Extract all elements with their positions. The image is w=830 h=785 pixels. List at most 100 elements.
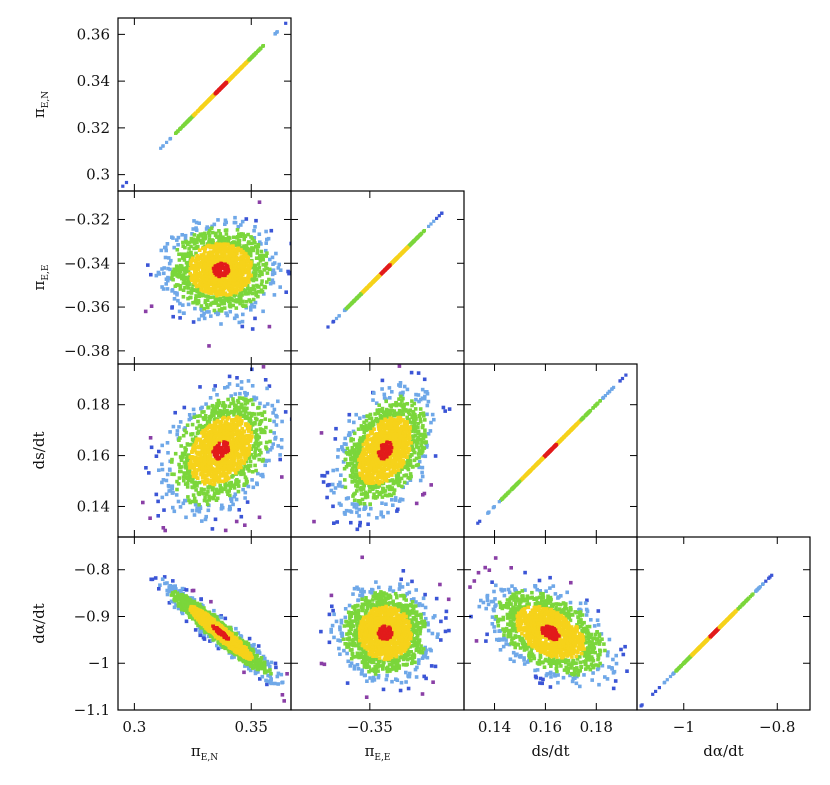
sample-point [191, 485, 195, 490]
sample-point [160, 480, 164, 485]
sample-point [226, 492, 230, 496]
sample-point [422, 396, 427, 401]
sample-point [421, 454, 425, 458]
sample-point [182, 452, 186, 457]
sample-point [224, 80, 229, 85]
sample-point [216, 480, 221, 484]
sample-point [233, 243, 238, 247]
sample-point [229, 423, 234, 428]
sample-point [380, 387, 384, 391]
sample-point [229, 394, 233, 398]
sample-point [263, 378, 268, 382]
sample-point [243, 523, 247, 527]
y-tick-label: 0.32 [77, 119, 110, 137]
sample-point [218, 87, 222, 91]
sample-point [358, 447, 362, 452]
sample-point [410, 445, 415, 450]
sample-point [332, 490, 336, 495]
sample-point [287, 271, 291, 276]
sample-point [241, 265, 246, 270]
sample-point [206, 294, 210, 299]
sample-point [166, 451, 170, 455]
sample-point [218, 232, 222, 236]
sample-point [169, 258, 173, 263]
sample-point [214, 446, 218, 450]
sample-point [200, 292, 205, 297]
sample-point [202, 410, 206, 414]
y-tick-label: 0.16 [77, 447, 110, 465]
sample-point [232, 486, 237, 490]
sample-point [279, 438, 284, 442]
sample-point [251, 455, 256, 459]
sample-point [276, 266, 281, 270]
sample-point [198, 385, 202, 389]
sample-point [387, 264, 391, 268]
panel-piEN-vs-piEN [117, 17, 292, 192]
sample-point [259, 473, 263, 477]
sample-point [392, 491, 396, 496]
sample-point [198, 107, 202, 111]
sample-point [202, 311, 206, 316]
sample-point [350, 457, 354, 461]
sample-point [157, 449, 161, 454]
sample-point [237, 320, 242, 325]
sample-point [220, 301, 224, 306]
sample-point [263, 463, 267, 468]
sample-point [270, 272, 275, 277]
sample-point [243, 455, 247, 459]
sample-point [399, 467, 403, 471]
sample-point [241, 487, 245, 492]
sample-point [357, 465, 361, 470]
sample-point [368, 502, 372, 506]
sample-point [215, 293, 219, 298]
sample-point [233, 432, 237, 437]
sample-point [358, 478, 363, 482]
sample-point [166, 275, 170, 280]
sample-point [203, 458, 207, 463]
sample-point [249, 286, 254, 291]
sample-point [424, 445, 429, 449]
sample-point [258, 259, 263, 263]
sample-point [236, 459, 240, 463]
sample-point [254, 468, 258, 473]
sample-point [371, 420, 376, 424]
sample-point [356, 460, 360, 464]
sample-point [208, 450, 212, 455]
sample-point [263, 458, 267, 463]
sample-point [373, 412, 377, 416]
sample-point [200, 282, 205, 287]
sample-point [160, 285, 164, 289]
sample-point [355, 455, 360, 459]
sample-point [173, 291, 177, 295]
sample-point [410, 443, 414, 448]
sample-point [175, 238, 179, 242]
sample-point [192, 113, 196, 117]
sample-point [334, 316, 339, 321]
sample-point [180, 264, 184, 268]
sample-point [198, 256, 203, 261]
sample-point [335, 467, 339, 472]
y-axis-title-sub: E,E [41, 265, 51, 281]
sample-point [262, 410, 267, 414]
sample-point [268, 281, 273, 286]
sample-point [375, 490, 379, 494]
sample-point [236, 238, 241, 243]
sample-point [197, 468, 202, 472]
sample-point [341, 460, 346, 464]
sample-point [210, 253, 214, 257]
sample-point [253, 442, 257, 446]
sample-point [440, 211, 444, 215]
sample-point [180, 458, 184, 462]
sample-point [264, 241, 268, 245]
sample-point [237, 434, 242, 439]
sample-point [203, 453, 208, 458]
sample-point [219, 414, 223, 419]
sample-point [262, 292, 266, 296]
sample-point [219, 486, 223, 490]
sample-point [149, 304, 154, 308]
sample-point [257, 200, 262, 204]
sample-point [245, 426, 250, 431]
sample-point [165, 287, 170, 291]
sample-point [244, 477, 249, 481]
sample-point [222, 301, 227, 306]
